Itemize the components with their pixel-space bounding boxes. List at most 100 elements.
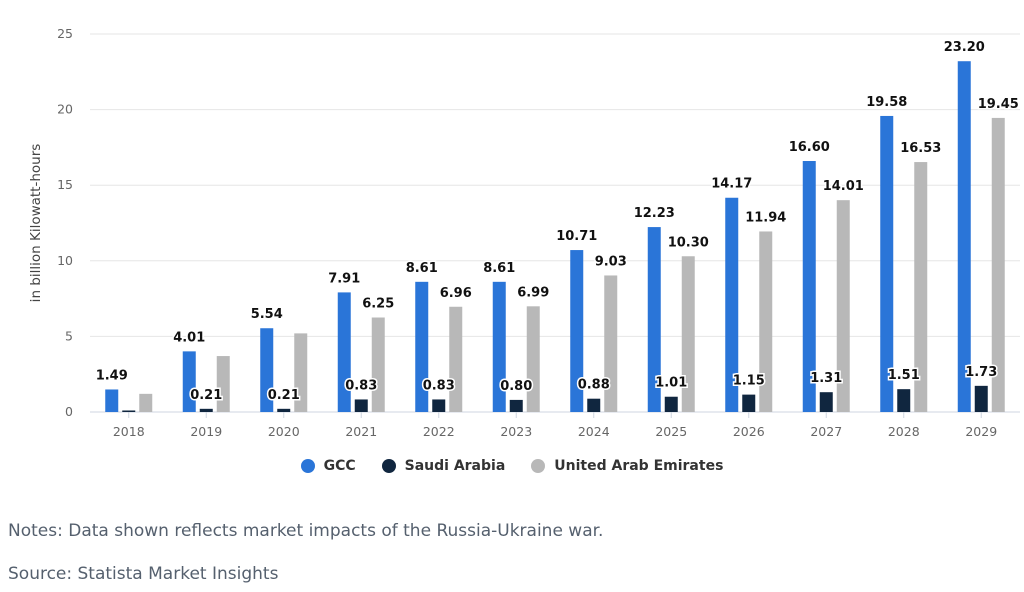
data-label: 6.25: [362, 297, 394, 312]
data-label: 16.53: [900, 141, 941, 156]
data-label: 1.51: [888, 368, 920, 383]
data-label: 19.58: [866, 95, 907, 110]
data-label: 0.21: [190, 388, 222, 403]
data-label: 12.23: [634, 206, 675, 221]
legend-marker-saudi-arabia: [381, 459, 396, 473]
data-label: 10.71: [556, 229, 597, 244]
legend-item-saudi-arabia[interactable]: Saudi Arabia: [381, 458, 506, 474]
x-tick-label: 2018: [113, 424, 145, 439]
y-tick-label: 0: [65, 404, 73, 419]
bar-gcc: [957, 61, 971, 412]
data-label: 0.83: [345, 378, 377, 393]
bar-united-arab-emirates: [371, 317, 385, 412]
bar-united-arab-emirates: [836, 200, 850, 412]
bar-saudi-arabia: [354, 399, 368, 412]
x-tick-label: 2024: [578, 424, 610, 439]
data-label: 1.73: [965, 365, 997, 380]
bar-gcc: [182, 351, 196, 412]
bar-saudi-arabia: [277, 408, 291, 412]
legend-marker-gcc: [300, 459, 315, 473]
data-label: 5.54: [251, 307, 283, 322]
legend-marker-uae: [531, 459, 546, 473]
data-label: 1.15: [733, 374, 765, 389]
bar-united-arab-emirates: [604, 275, 618, 412]
x-tick-label: 2021: [345, 424, 377, 439]
bar-united-arab-emirates: [991, 117, 1005, 412]
bar-saudi-arabia: [819, 392, 833, 412]
legend-item-uae[interactable]: United Arab Emirates: [531, 458, 723, 474]
data-label: 4.01: [173, 330, 205, 345]
bar-saudi-arabia: [509, 399, 523, 412]
bar-gcc: [492, 281, 506, 412]
y-tick-label: 20: [57, 102, 73, 117]
data-label: 0.80: [500, 379, 532, 394]
data-label: 1.49: [96, 368, 128, 383]
chart-source: Source: Statista Market Insights: [8, 564, 279, 584]
bar-saudi-arabia: [897, 389, 911, 412]
x-tick-label: 2020: [268, 424, 300, 439]
data-label: 23.20: [944, 40, 985, 55]
bar-gcc: [647, 227, 661, 412]
bar-gcc: [570, 250, 584, 412]
legend-label: United Arab Emirates: [554, 458, 724, 474]
bar-united-arab-emirates: [914, 162, 928, 412]
x-tick-label: 2029: [965, 424, 997, 439]
data-label: 10.30: [668, 235, 709, 250]
data-label: 1.01: [655, 376, 687, 391]
legend-item-gcc[interactable]: GCC: [300, 458, 356, 474]
bar-gcc: [725, 197, 739, 412]
data-label: 9.03: [595, 254, 627, 269]
chart-notes: Notes: Data shown reflects market impact…: [8, 521, 604, 541]
bar-saudi-arabia: [587, 398, 601, 412]
bar-saudi-arabia: [199, 408, 213, 412]
x-tick-label: 2019: [190, 424, 222, 439]
y-tick-label: 5: [65, 328, 73, 343]
data-label: 0.21: [268, 388, 300, 403]
bar-united-arab-emirates: [526, 306, 540, 412]
bar-united-arab-emirates: [216, 356, 230, 412]
data-label: 6.96: [440, 286, 472, 301]
bar-saudi-arabia: [664, 396, 678, 412]
x-tick-label: 2025: [655, 424, 687, 439]
y-tick-label: 10: [57, 253, 73, 268]
y-tick-label: 15: [57, 177, 73, 192]
data-label: 14.01: [823, 179, 864, 194]
bar-united-arab-emirates: [139, 393, 153, 412]
data-label: 8.61: [483, 261, 515, 276]
bar-gcc: [260, 328, 274, 412]
y-tick-label: 25: [57, 26, 73, 41]
bar-gcc: [415, 281, 429, 412]
data-label: 0.88: [578, 378, 610, 393]
data-label: 0.83: [423, 378, 455, 393]
bar-gcc: [105, 389, 119, 412]
data-label: 11.94: [745, 210, 786, 225]
data-label: 19.45: [978, 97, 1019, 112]
bar-united-arab-emirates: [681, 256, 695, 412]
bar-gcc: [802, 161, 816, 412]
legend: GCC Saudi Arabia United Arab Emirates: [0, 458, 1024, 474]
data-label: 16.60: [789, 140, 830, 155]
x-tick-label: 2028: [888, 424, 920, 439]
data-label: 1.31: [810, 371, 842, 386]
bar-saudi-arabia: [742, 394, 756, 412]
bar-united-arab-emirates: [294, 333, 308, 412]
bar-united-arab-emirates: [759, 231, 773, 412]
data-label: 14.17: [711, 177, 752, 192]
bar-gcc: [880, 115, 894, 412]
bar-saudi-arabia: [432, 399, 446, 412]
y-axis-label: in billion Kilowatt-hours: [28, 144, 44, 303]
bar-saudi-arabia: [974, 385, 988, 412]
bar-gcc: [337, 292, 351, 412]
data-label: 7.91: [328, 271, 360, 286]
legend-label: GCC: [323, 458, 356, 474]
x-tick-label: 2027: [810, 424, 842, 439]
data-label: 6.99: [517, 285, 549, 300]
bar-united-arab-emirates: [449, 306, 463, 412]
data-label: 8.61: [406, 261, 438, 276]
x-tick-label: 2023: [500, 424, 532, 439]
x-tick-label: 2022: [423, 424, 455, 439]
x-tick-label: 2026: [733, 424, 765, 439]
bar-saudi-arabia: [122, 410, 136, 412]
legend-label: Saudi Arabia: [404, 458, 506, 474]
